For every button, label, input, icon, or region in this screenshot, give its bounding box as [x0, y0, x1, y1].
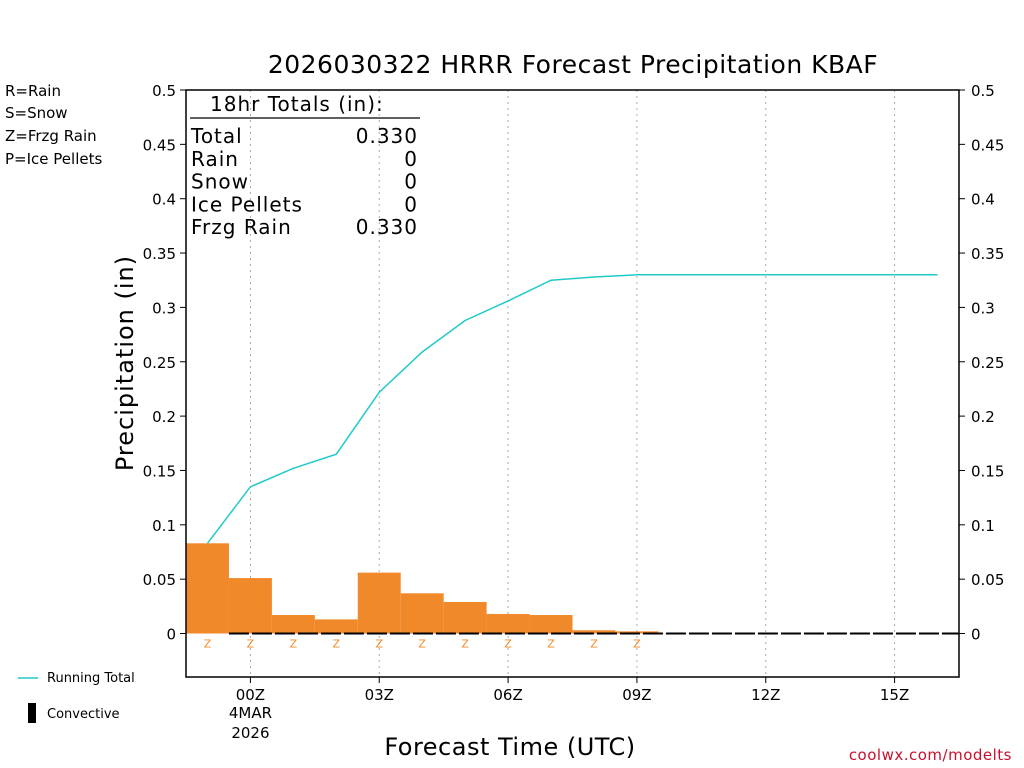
legend-frzg-rain: Z=Frzg Rain — [5, 127, 97, 145]
legend-rain: R=Rain — [5, 82, 61, 100]
y-tick-label-left-6: 0.3 — [152, 299, 176, 317]
legend-ice-pellets: P=Ice Pellets — [5, 150, 103, 168]
y-tick-label-right-6: 0.3 — [971, 299, 995, 317]
ptype-marker-10: Z — [633, 638, 641, 651]
grid-lines — [249, 90, 896, 677]
bottom-legend-marks — [18, 677, 38, 723]
x-tick-label-4: 12Z — [751, 686, 780, 704]
running-total-line — [206, 274, 938, 544]
y-tick-label-left-5: 0.25 — [143, 354, 176, 372]
x-axis-label: Forecast Time (UTC) — [384, 733, 636, 761]
y-tick-label-right-3: 0.15 — [971, 462, 1004, 480]
bar-8 — [529, 615, 573, 634]
totals-row-value-1: 0 — [404, 147, 418, 171]
y-tick-label-right-0: 0 — [971, 626, 981, 644]
y-tick-label-left-8: 0.4 — [152, 191, 176, 209]
bar-2 — [271, 615, 315, 634]
y-tick-label-left-7: 0.35 — [143, 245, 176, 263]
bar-10 — [615, 631, 659, 634]
ptype-marker-5: Z — [418, 638, 426, 651]
legend-running-total-label: Running Total — [47, 671, 135, 686]
bar-7 — [486, 613, 530, 634]
totals-row-label-3: Ice Pellets — [191, 192, 303, 216]
ptype-marker-1: Z — [247, 638, 255, 651]
y-tick-label-right-10: 0.5 — [971, 82, 995, 100]
y-tick-label-right-8: 0.4 — [971, 191, 995, 209]
totals-row-value-2: 0 — [404, 170, 418, 194]
credit-link[interactable]: coolwx.com/modelts — [848, 746, 1012, 764]
y-tick-label-right-7: 0.35 — [971, 245, 1004, 263]
totals-box: 18hr Totals (in): Total 0.330 Rain 0 Snow 0 Ice… — [190, 92, 420, 239]
y-tick-label-left-4: 0.2 — [152, 408, 176, 426]
totals-header: 18hr Totals (in): — [210, 92, 384, 116]
y-tick-label-left-0: 0 — [166, 626, 176, 644]
bar-6 — [443, 601, 487, 634]
ptype-marker-6: Z — [461, 638, 469, 651]
y-tick-label-right-2: 0.1 — [971, 517, 995, 535]
y-tick-label-left-3: 0.15 — [143, 462, 176, 480]
running-total-layer — [206, 274, 938, 544]
ptype-marker-7: Z — [504, 638, 512, 651]
y-tick-label-right-9: 0.45 — [971, 136, 1004, 154]
ptype-marker-2: Z — [290, 638, 298, 651]
y-tick-label-left-9: 0.45 — [143, 136, 176, 154]
y-tick-label-left-2: 0.1 — [152, 517, 176, 535]
bars-layer — [186, 543, 659, 634]
y-tick-label-left-1: 0.05 — [143, 571, 176, 589]
ptype-marker-9: Z — [590, 638, 598, 651]
bar-9 — [572, 630, 616, 634]
x-tick-date: 4MAR — [229, 704, 272, 722]
totals-row-label-4: Frzg Rain — [191, 215, 292, 239]
totals-row-label-2: Snow — [191, 170, 249, 194]
bar-0 — [186, 543, 229, 634]
totals-row-value-0: 0.330 — [356, 124, 418, 148]
totals-row-value-3: 0 — [404, 192, 418, 216]
y-tick-label-right-5: 0.25 — [971, 354, 1004, 372]
bar-3 — [314, 619, 358, 634]
ptype-marker-3: Z — [333, 638, 341, 651]
totals-row-value-4: 0.330 — [356, 215, 418, 239]
totals-row-label-1: Rain — [191, 147, 239, 171]
x-tick-label-2: 06Z — [493, 686, 522, 704]
chart-title: 2026030322 HRRR Forecast Precipitation K… — [267, 50, 879, 79]
ptype-marker-0: Z — [204, 638, 212, 651]
y-tick-label-right-4: 0.2 — [971, 408, 995, 426]
plot-frame — [185, 89, 960, 678]
bar-5 — [400, 593, 444, 634]
legend-convective-label: Convective — [47, 707, 120, 722]
ptype-marker-4: Z — [375, 638, 383, 651]
convective-swatch — [28, 703, 36, 723]
bar-1 — [228, 578, 272, 634]
x-tick-label-3: 09Z — [622, 686, 651, 704]
y-tick-label-right-1: 0.05 — [971, 571, 1004, 589]
x-tick-year: 2026 — [231, 724, 269, 742]
totals-row-label-0: Total — [190, 124, 243, 148]
x-tick-label-1: 03Z — [365, 686, 394, 704]
x-tick-label-0: 00Z — [236, 686, 265, 704]
y-tick-label-left-10: 0.5 — [152, 82, 176, 100]
bar-4 — [357, 572, 401, 634]
y-ticks: 0 00.05 0.050.1 0.10.15 0.150.2 0.20.25 0.250.… — [143, 82, 1005, 644]
ptype-marker-8: Z — [547, 638, 555, 651]
x-tick-label-5: 15Z — [880, 686, 909, 704]
legend-snow: S=Snow — [5, 104, 68, 122]
